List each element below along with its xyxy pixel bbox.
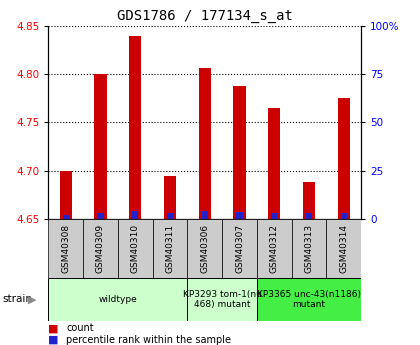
- Text: KP3365 unc-43(n1186)
mutant: KP3365 unc-43(n1186) mutant: [257, 289, 361, 309]
- Bar: [48, 219, 83, 278]
- Text: GSM40307: GSM40307: [235, 224, 244, 273]
- Text: KP3293 tom-1(nu
468) mutant: KP3293 tom-1(nu 468) mutant: [183, 289, 262, 309]
- Bar: [187, 219, 222, 278]
- Text: GSM40306: GSM40306: [200, 224, 209, 273]
- Bar: [129, 36, 141, 219]
- Bar: [164, 176, 176, 219]
- Bar: [60, 171, 72, 219]
- Bar: [132, 211, 138, 219]
- Text: percentile rank within the sample: percentile rank within the sample: [66, 335, 231, 345]
- Text: GSM40311: GSM40311: [165, 224, 174, 273]
- Text: ■: ■: [48, 335, 59, 345]
- Title: GDS1786 / 177134_s_at: GDS1786 / 177134_s_at: [117, 9, 293, 23]
- Bar: [48, 278, 187, 321]
- Bar: [63, 215, 69, 219]
- Bar: [268, 108, 281, 219]
- Bar: [338, 98, 350, 219]
- Bar: [97, 213, 104, 219]
- Text: wildtype: wildtype: [98, 295, 137, 304]
- Bar: [167, 213, 173, 219]
- Bar: [326, 219, 361, 278]
- Text: count: count: [66, 324, 94, 333]
- Bar: [222, 219, 257, 278]
- Text: ■: ■: [48, 324, 59, 333]
- Text: GSM40310: GSM40310: [131, 224, 140, 273]
- Text: GSM40308: GSM40308: [61, 224, 70, 273]
- Bar: [199, 68, 211, 219]
- Bar: [202, 211, 208, 219]
- Text: ▶: ▶: [28, 294, 37, 304]
- Bar: [341, 213, 347, 219]
- Text: GSM40314: GSM40314: [339, 224, 348, 273]
- Bar: [257, 219, 291, 278]
- Bar: [306, 213, 312, 219]
- Text: GSM40313: GSM40313: [304, 224, 314, 273]
- Bar: [83, 219, 118, 278]
- Bar: [303, 183, 315, 219]
- Text: GSM40309: GSM40309: [96, 224, 105, 273]
- Bar: [234, 86, 246, 219]
- Bar: [291, 219, 326, 278]
- Bar: [187, 278, 257, 321]
- Text: GSM40312: GSM40312: [270, 224, 279, 273]
- Bar: [257, 278, 361, 321]
- Bar: [271, 213, 278, 219]
- Bar: [94, 74, 107, 219]
- Text: strain: strain: [2, 294, 32, 304]
- Bar: [152, 219, 187, 278]
- Bar: [236, 212, 243, 219]
- Bar: [118, 219, 152, 278]
